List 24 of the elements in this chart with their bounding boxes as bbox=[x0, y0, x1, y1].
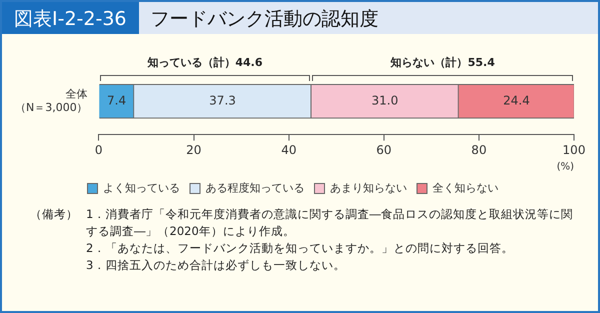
data-label: 37.3 bbox=[209, 93, 236, 108]
text: 1．消費者庁「令和元年度消費者の意識に関する調査―食品ロスの認知度と取組状況等に関する調査―」（2020年）により作成。 bbox=[86, 206, 574, 240]
x-tick-label: 40 bbox=[281, 142, 296, 157]
legend-label: 全く知らない bbox=[432, 181, 498, 194]
legend-label: ある程度知っている bbox=[206, 181, 304, 194]
x-tick-label: 100 bbox=[562, 142, 586, 157]
text: 3．四捨五入のため合計は必ずしも一致しない。 bbox=[86, 257, 346, 274]
chart-subtitle: フードバンク活動の認知度 bbox=[138, 2, 598, 34]
chart-title: 図表Ⅰ-2-2-36 bbox=[2, 2, 139, 34]
data-label: 31.0 bbox=[371, 93, 398, 108]
x-tick-label: 80 bbox=[471, 142, 487, 157]
data-label: 24.4 bbox=[503, 93, 530, 108]
text: （備考） bbox=[30, 206, 79, 223]
x-axis-title: (%) bbox=[556, 162, 574, 173]
legend-label: よく知っている bbox=[103, 181, 180, 194]
x-tick-label: 0 bbox=[94, 142, 103, 157]
text: 2．「あなたは、フードバンク活動を知っていますか。」との問に対する回答。 bbox=[86, 240, 514, 257]
data-label: 7.4 bbox=[107, 93, 126, 108]
x-tick-label: 20 bbox=[186, 142, 202, 157]
y-tick-label: 全体（N＝3,000） bbox=[14, 88, 88, 114]
legend-label: あまり知らない bbox=[330, 181, 407, 194]
text: 知っている（計）44.6 bbox=[146, 55, 264, 70]
text: 知らない（計）55.4 bbox=[389, 55, 496, 70]
x-tick-label: 60 bbox=[376, 142, 392, 157]
